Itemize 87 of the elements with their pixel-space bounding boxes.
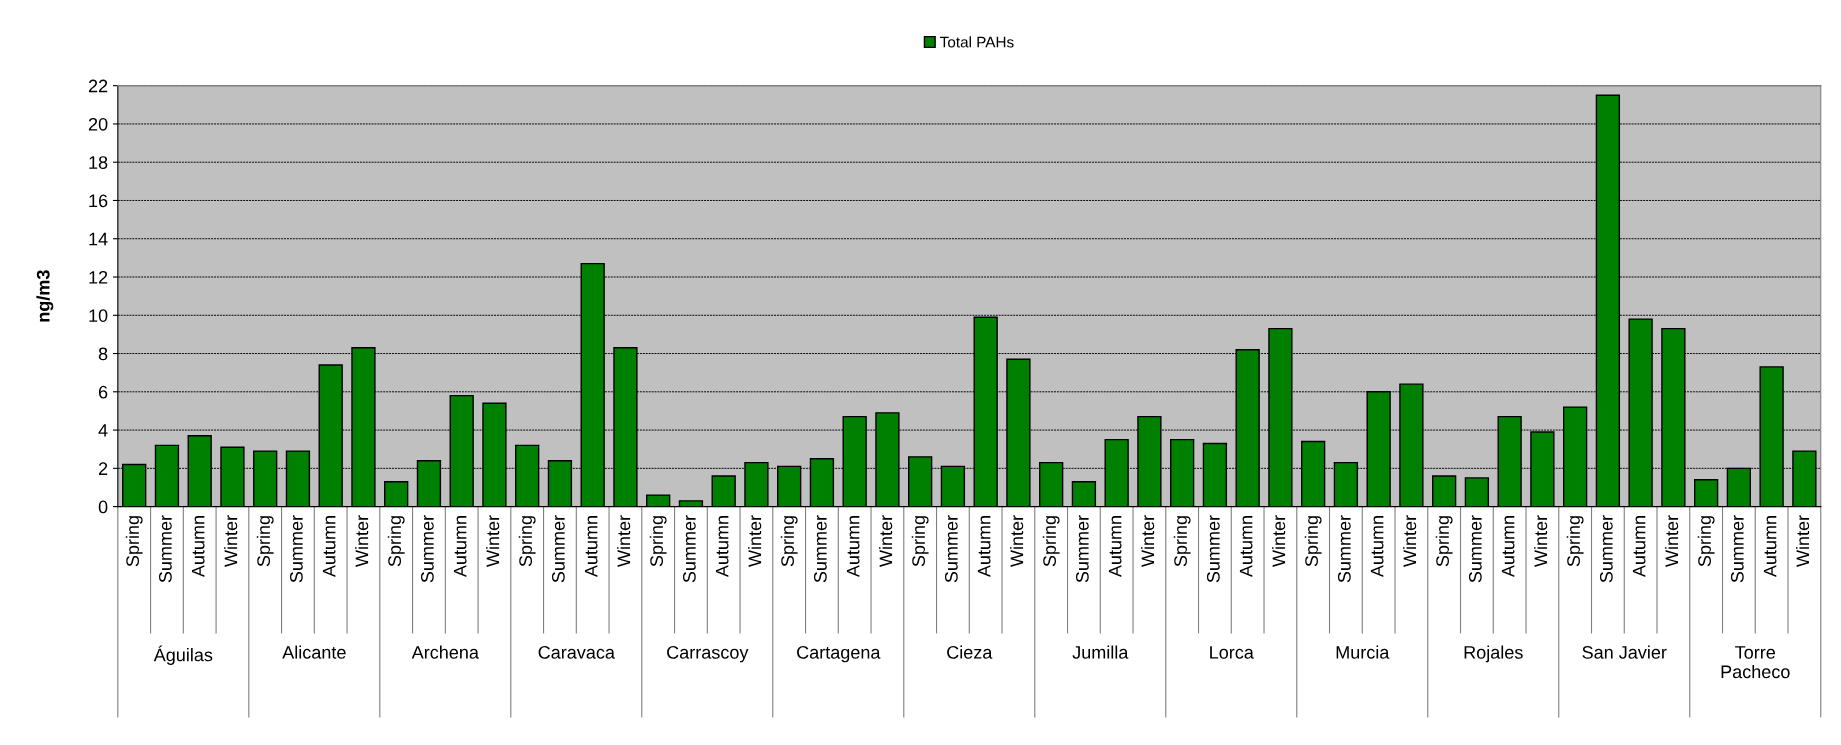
x-tick-label: Summer xyxy=(159,515,172,583)
y-tick-label: 12 xyxy=(89,270,108,284)
x-tick-label: Winter xyxy=(879,515,893,568)
x-tick-label: Winter xyxy=(748,515,762,568)
x-tick-label: Winter xyxy=(617,515,631,568)
legend-label: Total PAHs xyxy=(940,36,1014,48)
text: Archena xyxy=(411,645,479,659)
x-tick-label: Autumn xyxy=(1501,516,1515,578)
x-tick-label: Spring xyxy=(780,516,798,567)
x-tick-label: Spring xyxy=(125,516,143,567)
bar xyxy=(678,500,704,507)
x-tick-label: Autumn xyxy=(1239,516,1253,578)
x-tick-label: Autumn xyxy=(322,516,336,578)
x-tick-label: Summer xyxy=(944,515,958,583)
y-tick-label: 8 xyxy=(98,347,108,361)
text: Carrascoy xyxy=(667,645,749,663)
y-tick-label: 10 xyxy=(89,309,108,322)
y-tick-label: 4 xyxy=(98,424,108,437)
x-tick-label: Summer xyxy=(290,515,303,583)
text: San Javier xyxy=(1582,645,1667,659)
y-tick-label: 14 xyxy=(89,232,108,246)
text: Alicante xyxy=(282,645,346,659)
x-tick-label: Spring xyxy=(256,516,274,567)
x-tick-label: Spring xyxy=(1304,516,1322,567)
x-tick-label: Summer xyxy=(1730,515,1744,583)
bar xyxy=(646,494,671,507)
text: Rojales xyxy=(1464,645,1523,663)
x-tick-label: Summer xyxy=(1337,515,1351,583)
x-tick-label: Autumn xyxy=(715,516,729,578)
bar xyxy=(1431,475,1457,507)
text: Caravaca xyxy=(538,645,615,659)
y-tick-label: 18 xyxy=(89,156,108,169)
x-tick-label: Autumn xyxy=(977,516,991,578)
bar xyxy=(1693,479,1719,507)
x-tick-label: Autumn xyxy=(1632,516,1646,578)
x-tick-label: Summer xyxy=(813,515,827,583)
text: Águilas xyxy=(153,645,213,665)
y-tick-label: 16 xyxy=(89,194,108,208)
y-tick-label: 22 xyxy=(88,79,108,93)
x-tick-label: Spring xyxy=(1435,516,1453,567)
text: Torre Pacheco xyxy=(1721,646,1790,679)
x-tick-label: Spring xyxy=(1042,516,1060,567)
text: Murcia xyxy=(1336,645,1390,659)
x-tick-label: Summer xyxy=(421,515,434,583)
x-tick-label: Autumn xyxy=(846,516,860,578)
x-tick-label: Summer xyxy=(551,515,565,583)
x-tick-label: Winter xyxy=(1533,515,1548,568)
x-tick-label: Autumn xyxy=(584,516,598,578)
x-tick-label: Autumn xyxy=(1108,516,1122,578)
x-tick-label: Winter xyxy=(1140,515,1155,568)
x-tick-label: Winter xyxy=(1795,515,1810,568)
bar xyxy=(711,475,736,507)
y-tick-label: 0 xyxy=(98,500,108,514)
y-tick-label: 6 xyxy=(98,385,108,399)
x-tick-label: Winter xyxy=(355,515,369,568)
x-tick-label: Summer xyxy=(1075,515,1089,583)
x-tick-label: Autumn xyxy=(453,516,467,578)
text: Cartagena xyxy=(797,645,881,663)
x-tick-label: Winter xyxy=(1009,515,1024,568)
x-tick-label: Autumn xyxy=(191,516,205,578)
y-tick-label: 2 xyxy=(98,462,108,475)
text: Jumilla xyxy=(1072,645,1129,659)
text: Cieza xyxy=(947,645,993,659)
bar xyxy=(1464,477,1490,507)
x-tick-label: Autumn xyxy=(1370,516,1384,578)
bar xyxy=(384,481,409,507)
x-tick-label: Spring xyxy=(649,516,667,567)
x-tick-label: Spring xyxy=(911,516,929,567)
x-tick-label: Summer xyxy=(1599,515,1613,583)
y-tick-label: 20 xyxy=(88,117,108,131)
x-tick-label: Winter xyxy=(224,515,238,568)
x-tick-label: Winter xyxy=(486,515,500,568)
x-tick-label: Summer xyxy=(682,515,696,583)
x-tick-label: Summer xyxy=(1206,515,1220,583)
y-axis-title: ng/m3 xyxy=(36,270,54,322)
x-tick-label: Spring xyxy=(1173,516,1191,567)
text: Lorca xyxy=(1210,646,1254,659)
bar xyxy=(1071,481,1097,507)
x-tick-label: Spring xyxy=(1566,516,1584,567)
x-tick-label: Spring xyxy=(387,516,405,567)
x-tick-label: Autumn xyxy=(1763,516,1777,578)
x-tick-label: Winter xyxy=(1402,515,1417,568)
x-tick-label: Winter xyxy=(1271,515,1286,568)
x-tick-label: Spring xyxy=(518,516,536,567)
x-tick-label: Spring xyxy=(1697,516,1715,567)
x-tick-label: Summer xyxy=(1468,515,1482,583)
x-tick-label: Winter xyxy=(1664,515,1679,568)
